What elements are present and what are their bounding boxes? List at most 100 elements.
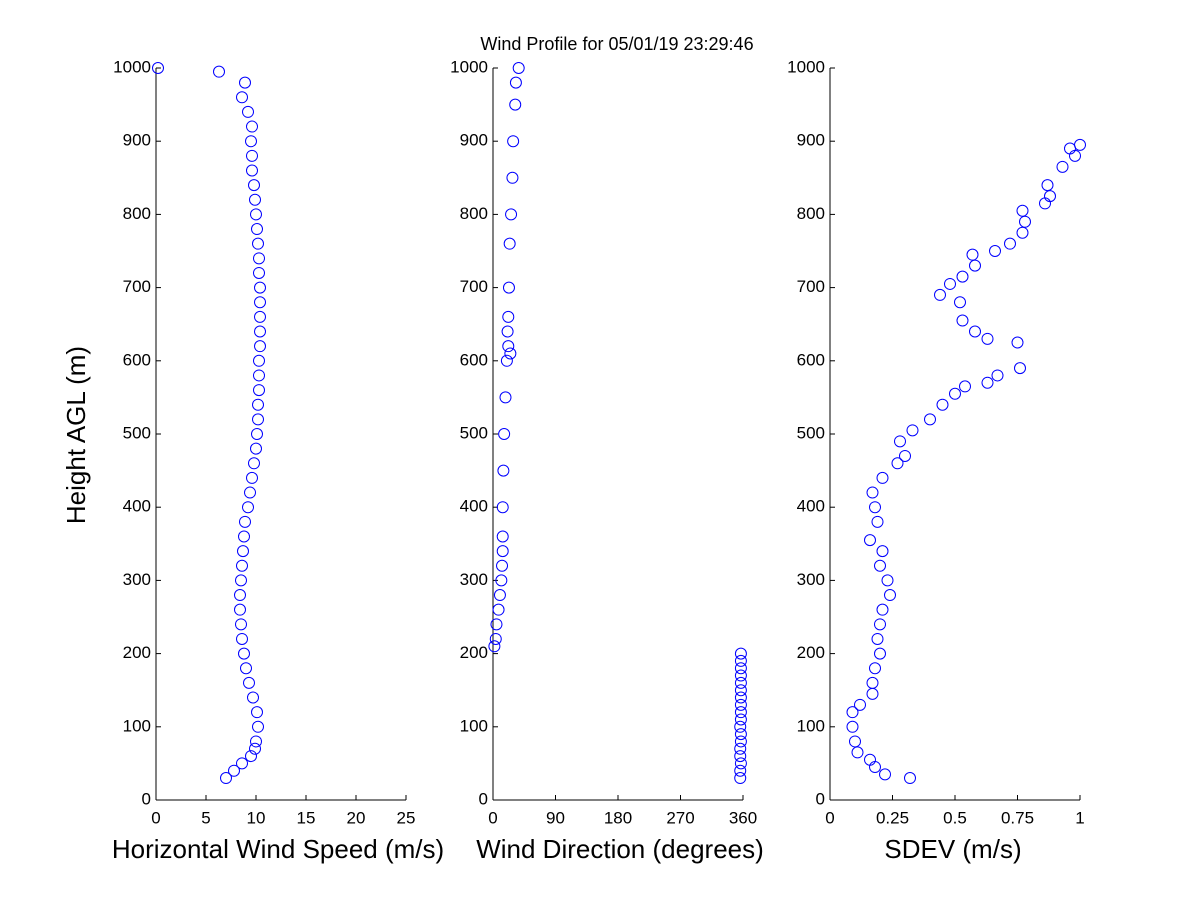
data-point — [734, 735, 747, 748]
data-point — [244, 486, 256, 499]
data-point — [253, 384, 265, 397]
data-point — [498, 428, 511, 440]
data-point — [252, 720, 264, 733]
chart-title: Wind Profile for 05/01/19 23:29:46 — [480, 34, 753, 54]
y-tick-label: 200 — [123, 643, 151, 662]
data-point — [936, 398, 949, 411]
data-point — [240, 662, 252, 675]
data-point — [246, 471, 258, 484]
data-point — [734, 706, 747, 719]
data-point — [490, 618, 503, 631]
x-tick-label: 0.75 — [1001, 808, 1034, 827]
y-tick-label: 700 — [123, 277, 151, 296]
data-point — [874, 647, 886, 660]
x-tick-label: 0.5 — [943, 808, 967, 827]
data-point — [734, 647, 747, 660]
data-point — [851, 746, 864, 759]
data-point — [876, 471, 889, 484]
data-point — [874, 618, 886, 631]
data-point — [924, 413, 936, 426]
data-point — [969, 259, 981, 272]
data-point — [894, 435, 906, 448]
x-tick-label: 10 — [247, 808, 266, 827]
data-point — [248, 457, 260, 470]
data-point — [1044, 190, 1056, 203]
y-tick-label: 300 — [460, 570, 488, 589]
y-tick-label: 300 — [797, 570, 825, 589]
data-point — [235, 574, 247, 587]
y-tick-label: 500 — [123, 423, 151, 442]
data-point — [252, 398, 264, 411]
data-point — [734, 698, 747, 711]
x-tick-label: 360 — [729, 808, 757, 827]
data-point — [500, 354, 513, 367]
data-point — [245, 750, 257, 763]
data-point — [734, 750, 747, 763]
data-point — [492, 603, 505, 616]
data-point — [1019, 215, 1031, 228]
data-point — [866, 676, 879, 689]
data-point — [734, 772, 747, 785]
data-point — [246, 164, 258, 177]
data-point — [254, 296, 266, 309]
data-point — [238, 647, 250, 660]
y-tick-label: 500 — [797, 423, 825, 442]
data-point — [734, 662, 747, 675]
x-tick-label: 20 — [347, 808, 366, 827]
data-point — [981, 376, 994, 389]
data-point — [242, 501, 254, 514]
data-point — [234, 603, 246, 616]
data-point — [879, 768, 891, 781]
data-point — [734, 691, 747, 704]
y-tick-label: 0 — [142, 789, 151, 808]
data-point — [506, 171, 519, 184]
data-point — [949, 387, 961, 400]
data-point — [989, 245, 1001, 257]
data-point — [876, 545, 889, 558]
data-point — [249, 193, 261, 206]
x-tick-label: 270 — [666, 808, 694, 827]
data-point — [496, 559, 509, 572]
data-point — [734, 669, 747, 682]
y-tick-label: 900 — [460, 131, 488, 150]
data-point — [152, 62, 164, 74]
data-point — [251, 223, 263, 236]
data-point — [509, 98, 522, 111]
y-tick-label: 100 — [123, 716, 151, 735]
data-point — [734, 757, 747, 770]
data-point — [253, 354, 265, 367]
data-point — [869, 662, 881, 675]
data-point — [236, 757, 248, 770]
data-point — [899, 449, 911, 462]
data-point — [496, 530, 509, 543]
data-point — [503, 237, 516, 250]
data-point — [891, 457, 904, 470]
y-tick-label: 100 — [460, 716, 488, 735]
data-point — [502, 310, 515, 323]
data-point — [871, 515, 884, 528]
data-point — [253, 266, 265, 279]
data-point — [251, 706, 263, 719]
data-point — [991, 369, 1004, 382]
data-point — [944, 277, 956, 290]
data-point — [864, 534, 876, 547]
y-axis-label: Height AGL (m) — [61, 346, 91, 524]
data-point — [1074, 138, 1086, 151]
data-point — [1041, 179, 1054, 192]
data-point — [966, 248, 979, 261]
data-point — [734, 676, 747, 689]
data-point — [254, 325, 266, 338]
data-point — [1016, 204, 1029, 217]
x-tick-label: 25 — [397, 808, 416, 827]
data-point — [239, 76, 251, 89]
data-point — [237, 545, 249, 558]
data-point — [734, 742, 747, 755]
data-point — [236, 559, 248, 572]
data-point — [243, 676, 255, 689]
data-point — [864, 753, 876, 766]
data-point — [854, 698, 866, 711]
data-point — [504, 347, 517, 360]
data-point — [488, 640, 501, 653]
